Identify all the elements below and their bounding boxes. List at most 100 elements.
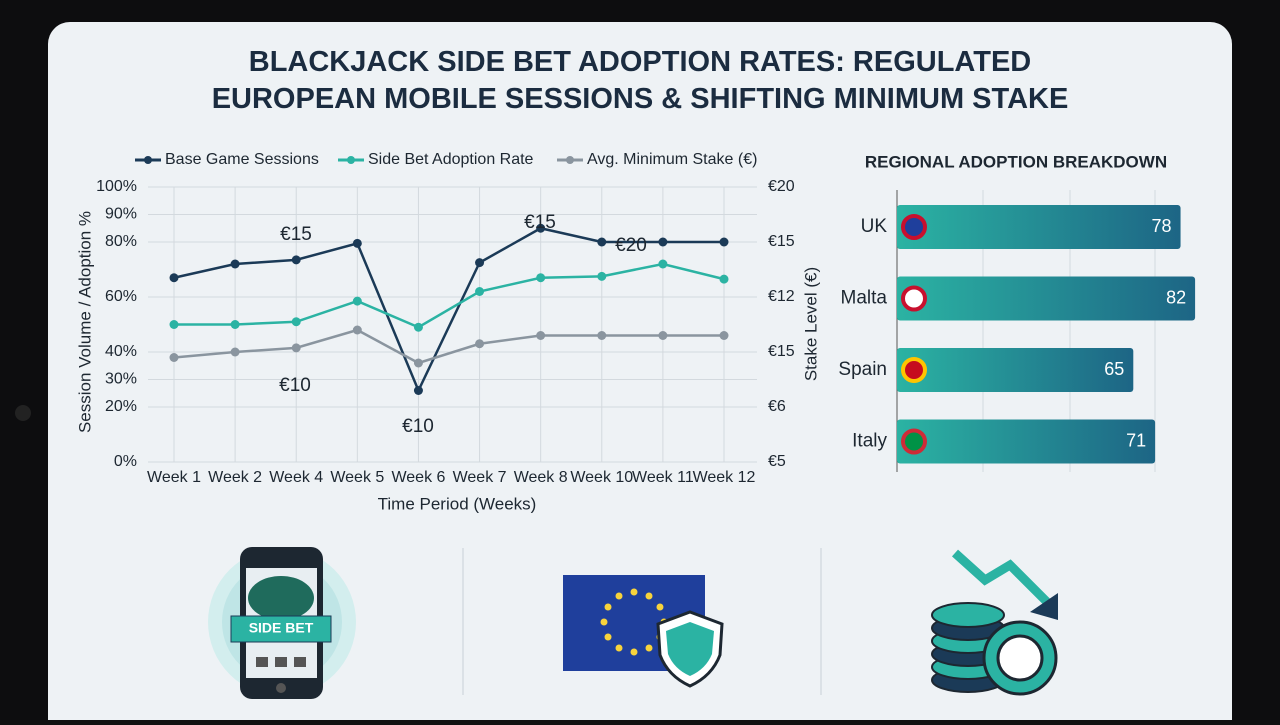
flag — [901, 214, 927, 240]
eu-shield-icon — [563, 575, 724, 688]
y-tick-label: 60% — [105, 288, 137, 305]
data-point — [658, 237, 668, 247]
star — [615, 644, 623, 652]
y2-tick-label: €15 — [768, 343, 795, 360]
value-label: 82 — [1166, 287, 1186, 307]
y2-axis-label: Stake Level (€) — [801, 267, 820, 381]
bar — [897, 205, 1181, 249]
data-point — [291, 255, 301, 265]
x-axis-label: Time Period (Weeks) — [378, 494, 537, 513]
x-tick-label: Week 7 — [453, 469, 507, 486]
data-point — [597, 237, 607, 247]
annotation: €10 — [402, 416, 434, 437]
x-tick-label: Week 10 — [570, 469, 633, 486]
star — [600, 618, 608, 626]
series-line — [173, 226, 724, 394]
data-point — [719, 331, 729, 340]
data-point — [352, 296, 362, 306]
star — [630, 588, 638, 596]
data-point — [169, 273, 179, 283]
phone-icon: SIDE BET — [208, 547, 356, 699]
annotation: €15 — [524, 212, 556, 233]
y-tick-label: 20% — [105, 398, 137, 415]
y-tick-label: 30% — [105, 371, 137, 388]
bar — [897, 348, 1134, 392]
data-point — [719, 274, 729, 284]
data-point — [597, 331, 607, 340]
data-point — [291, 317, 301, 327]
value-label: 71 — [1126, 430, 1146, 450]
value-label: 78 — [1152, 216, 1172, 236]
data-point — [536, 273, 546, 283]
y2-tick-label: €20 — [768, 178, 795, 195]
data-point — [230, 259, 240, 269]
x-tick-label: Week 8 — [514, 469, 568, 486]
bar — [897, 276, 1196, 321]
x-tick-label: Week 4 — [269, 469, 323, 486]
legend-marker — [347, 156, 355, 164]
phone-label: SIDE BET — [249, 620, 314, 636]
data-point — [475, 258, 485, 268]
chip — [931, 602, 1005, 628]
y2-tick-label: €6 — [768, 398, 786, 415]
bar-chart-title: REGIONAL ADOPTION BREAKDOWN — [865, 152, 1167, 171]
data-point — [658, 331, 668, 340]
data-point — [169, 353, 179, 362]
data-point — [291, 343, 301, 353]
flag — [901, 428, 927, 455]
x-tick-label: Week 6 — [391, 469, 445, 486]
camera — [15, 405, 31, 421]
y-tick-label: 90% — [105, 206, 137, 223]
star — [615, 592, 623, 600]
data-point — [352, 238, 362, 248]
data-point — [475, 339, 485, 349]
legend-label: Base Game Sessions — [165, 151, 319, 168]
y-tick-label: 40% — [105, 343, 137, 360]
data-point — [536, 331, 546, 340]
y2-tick-label: €5 — [768, 453, 786, 470]
data-point — [413, 386, 423, 395]
star — [630, 648, 638, 656]
annotation: €20 — [615, 235, 647, 256]
x-tick-label: Week 2 — [208, 469, 262, 486]
annotation: €10 — [279, 375, 311, 396]
star — [604, 603, 612, 611]
data-point — [413, 358, 423, 368]
data-point — [352, 325, 362, 335]
data-point — [658, 259, 668, 269]
data-point — [475, 287, 485, 296]
y-tick-label: 100% — [96, 178, 137, 195]
series-line — [174, 262, 725, 329]
star — [656, 603, 664, 611]
screen — [48, 22, 1232, 725]
chart-title: BLACKJACK SIDE BET ADOPTION RATES: REGUL… — [212, 46, 1069, 115]
data-point — [413, 322, 423, 332]
bar — [897, 419, 1156, 464]
star — [604, 633, 612, 641]
flag — [901, 357, 927, 383]
x-tick-label: Week 11 — [632, 469, 694, 486]
y-tick-label: 0% — [114, 453, 137, 470]
category-label: UK — [861, 216, 888, 237]
series-line — [173, 328, 724, 365]
data-point — [719, 237, 729, 247]
legend-label: Side Bet Adoption Rate — [368, 151, 534, 168]
legend-marker — [144, 156, 152, 164]
chips-icon — [931, 549, 1058, 696]
legend-marker — [566, 156, 574, 164]
x-tick-label: Week 1 — [147, 469, 201, 486]
data-point — [169, 320, 179, 329]
value-label: 65 — [1104, 359, 1124, 379]
y-tick-label: 80% — [105, 233, 137, 250]
data-point — [536, 223, 546, 233]
annotation: €15 — [280, 224, 312, 245]
category-label: Italy — [852, 431, 887, 452]
x-tick-label: Week 5 — [330, 469, 384, 486]
category-label: Spain — [838, 359, 887, 380]
star — [645, 644, 653, 652]
y-axis-label: Session Volume / Adoption % — [75, 211, 94, 433]
category-label: Malta — [841, 288, 888, 309]
x-tick-label: Week 12 — [693, 469, 756, 486]
flag — [901, 285, 927, 312]
